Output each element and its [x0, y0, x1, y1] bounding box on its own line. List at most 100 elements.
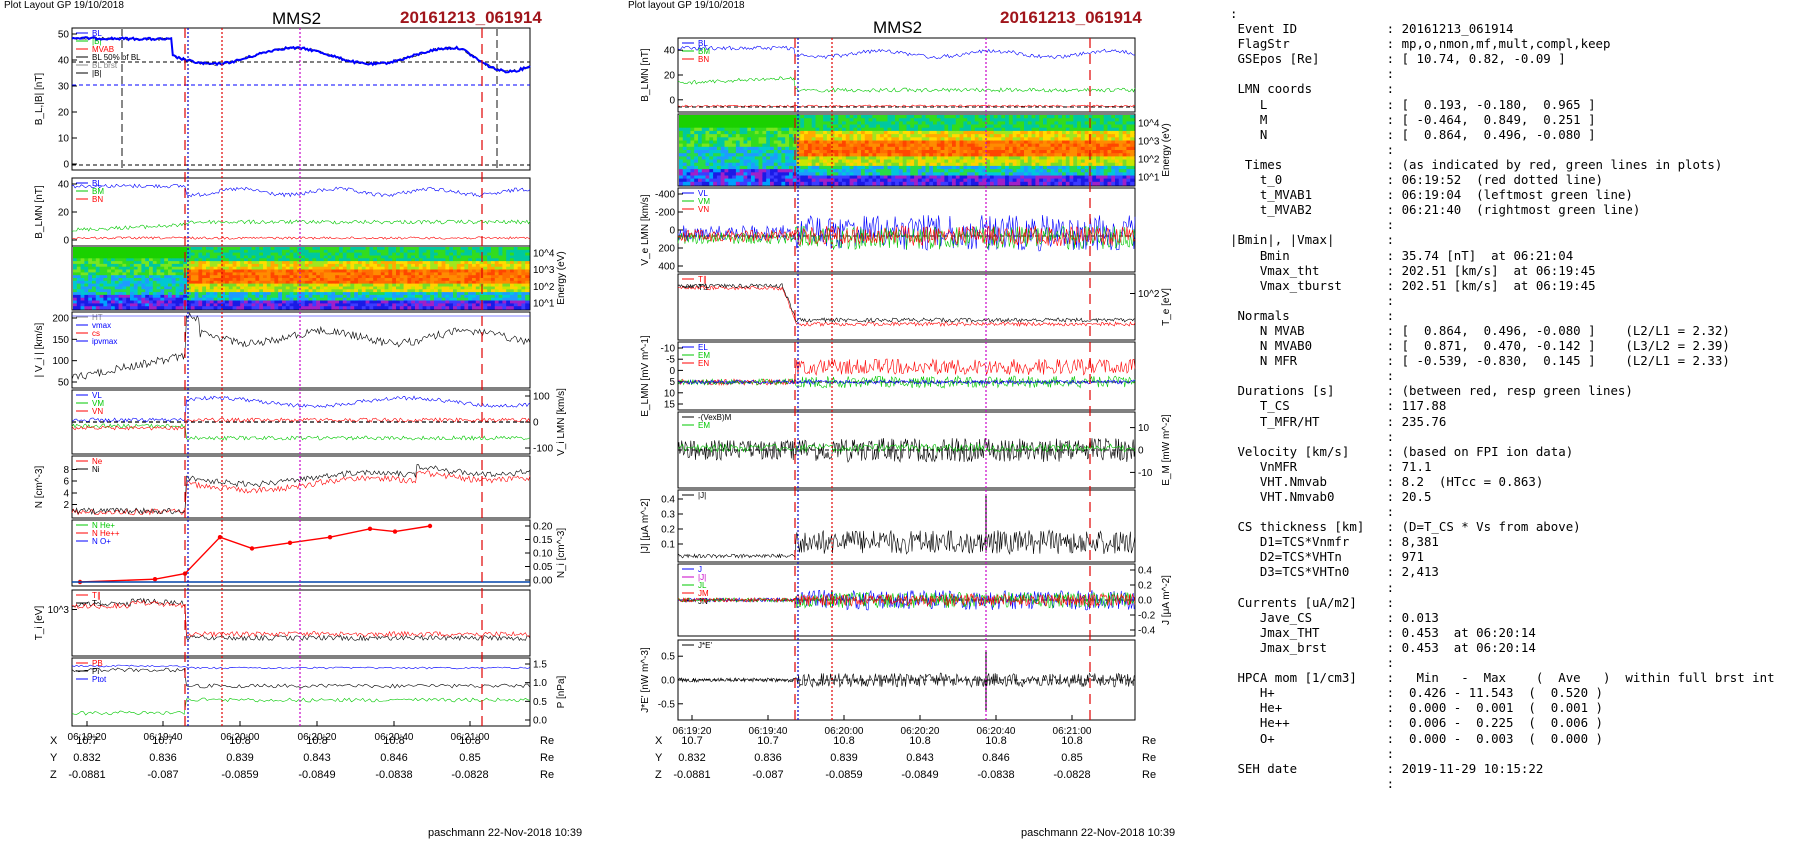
spectrogram-cell	[720, 172, 726, 177]
spectrogram-cell	[845, 153, 851, 157]
panel-7: 0.200.150.100.050.00N_i [cm^-3]N He+N He…	[71, 519, 567, 587]
spectrogram-cell	[952, 172, 957, 177]
spectrogram-cell	[225, 300, 230, 304]
spectrogram-cell	[453, 272, 458, 276]
spectrogram-cell	[103, 306, 108, 310]
spectrogram-cell	[845, 178, 851, 183]
spectrogram-cell	[149, 300, 154, 304]
spectrogram-cell	[187, 283, 192, 287]
spectrogram-cell	[971, 175, 976, 180]
spectrogram-cell	[396, 303, 401, 307]
spectrogram-cell	[263, 272, 268, 276]
spectrogram-cell	[997, 175, 1002, 180]
spectrogram-cell	[445, 255, 450, 259]
spectrogram-cell	[895, 118, 900, 122]
spectrogram-cell	[1024, 156, 1029, 161]
spectrogram-cell	[982, 134, 987, 138]
spectrogram-cell	[209, 294, 215, 299]
x-tick-label: 06:20:40	[375, 732, 414, 743]
spectrogram-cell	[453, 278, 458, 282]
spectrogram-cell	[804, 124, 809, 129]
spectrogram-cell	[156, 252, 161, 256]
spectrogram-cell	[475, 255, 481, 259]
spectrogram-cell	[209, 306, 215, 310]
spectrogram-cell	[948, 162, 953, 167]
spectrogram-cell	[838, 165, 843, 170]
spectrogram-cell	[754, 134, 760, 138]
spectrogram-cell	[800, 156, 805, 161]
spectrogram-cell	[354, 261, 359, 265]
spectrogram-cell	[308, 258, 313, 262]
spectrogram-cell	[929, 159, 934, 164]
spectrogram-cell	[73, 249, 78, 254]
spectrogram-cell	[365, 289, 370, 293]
spectrogram-cell	[84, 255, 89, 259]
spectrogram-cell	[152, 258, 158, 262]
spectrogram-cell	[80, 292, 85, 296]
spectrogram-cell	[304, 278, 310, 282]
spectrogram-cell	[76, 297, 82, 302]
spectrogram-cell	[880, 156, 885, 161]
spectrogram-cell	[917, 162, 923, 167]
spectrogram-cell	[796, 156, 801, 161]
spectrogram-cell	[963, 127, 968, 132]
spectrogram-cell	[682, 150, 688, 154]
spectrogram-cell	[145, 303, 150, 307]
spectrogram-cell	[906, 124, 911, 129]
spectrogram-cell	[823, 162, 828, 167]
spectrogram-cell	[747, 127, 752, 132]
spectrogram-cell	[285, 297, 291, 302]
spectrogram-cell	[902, 143, 908, 148]
spectrogram-cell	[1005, 153, 1010, 157]
spectrogram-cell	[773, 181, 779, 186]
spectrogram-cell	[130, 280, 135, 285]
spectrogram-cell	[952, 124, 957, 129]
spectrogram-cell	[720, 181, 726, 186]
spectrogram-cell	[823, 137, 828, 142]
spectrogram-cell	[118, 303, 123, 307]
spectrogram-cell	[982, 115, 987, 119]
spectrogram-cell	[483, 269, 488, 273]
spectrogram-cell	[194, 252, 199, 256]
spectrogram-cell	[434, 249, 439, 254]
spectrogram-cell	[1016, 178, 1021, 183]
spectrogram-cell	[422, 266, 427, 271]
spectrogram-cell	[686, 137, 691, 142]
spectrogram-cell	[358, 306, 363, 310]
spectrogram-cell	[682, 134, 688, 138]
spectrogram-cell	[861, 121, 866, 126]
spectrogram-cell	[308, 297, 313, 302]
spectrogram-cell	[876, 134, 881, 138]
spectrogram-cell	[342, 280, 348, 285]
spectrogram-cell	[789, 130, 794, 135]
spectrogram-cell	[1008, 118, 1014, 122]
spectrogram-cell	[842, 162, 847, 167]
spectrogram-cell	[724, 153, 729, 157]
spectrogram-cell	[993, 150, 999, 154]
spectrogram-cell	[430, 249, 435, 254]
spectrogram-cell	[781, 124, 786, 129]
spectrogram-cell	[1012, 127, 1018, 132]
spectrogram-cell	[986, 169, 991, 173]
spectrogram-cell	[770, 172, 775, 177]
spectrogram-cell	[80, 289, 85, 293]
spectrogram-cell	[308, 280, 313, 285]
spectrogram-cell	[282, 255, 287, 259]
spectrogram-cell	[434, 266, 439, 271]
spectrogram-cell	[758, 150, 763, 154]
spectrogram-cell	[350, 289, 355, 293]
spectrogram-cell	[418, 289, 424, 293]
spectrogram-cell	[732, 172, 737, 177]
spectrogram-cell	[339, 297, 344, 302]
spectrogram-cell	[369, 272, 374, 276]
spectrogram-cell	[989, 165, 995, 170]
spectrogram-cell	[430, 269, 435, 273]
spectrogram-cell	[437, 278, 443, 282]
spectrogram-cell	[494, 297, 500, 302]
spectrogram-cell	[895, 146, 900, 151]
spectrogram-cell	[92, 300, 97, 304]
spectrogram-cell	[811, 153, 817, 157]
spectrogram-cell	[422, 306, 427, 310]
spectrogram-cell	[130, 289, 135, 293]
